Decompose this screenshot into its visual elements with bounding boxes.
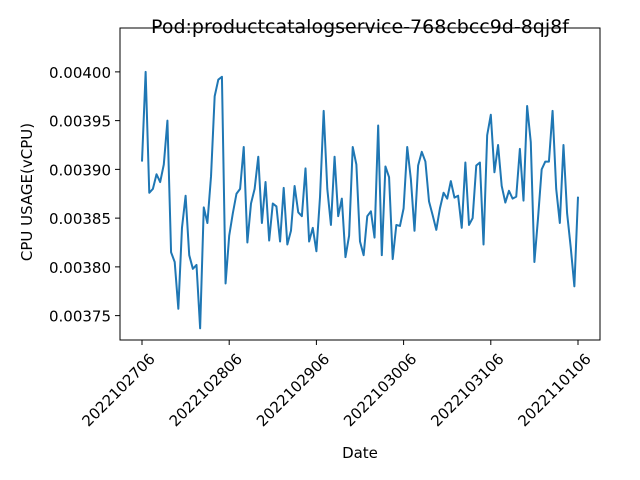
x-axis-ticks: 2022102706 2022102806 2022102906 2022103006…: [79, 340, 595, 430]
x-tick-label: 2022102806: [166, 350, 246, 430]
y-axis-ticks: 0.00375 0.00380 0.00385 0.00390 0.00395 0.004…: [49, 64, 120, 326]
x-tick-label: 2022110106: [515, 350, 595, 430]
x-axis-label: Date: [342, 444, 378, 462]
y-tick-label: 0.00375: [49, 308, 111, 326]
y-tick-label: 0.00390: [49, 161, 111, 179]
x-tick-label: 2022102706: [79, 350, 159, 430]
y-tick-label: 0.00380: [49, 259, 111, 277]
y-tick-label: 0.00395: [49, 113, 111, 131]
plot-area-frame: [119, 27, 601, 341]
chart-title: Pod:productcatalogservice-768cbcc9d-8qj8…: [151, 16, 570, 38]
y-axis-label: CPU USAGE(vCPU): [18, 123, 36, 261]
x-tick-label: 2022102906: [253, 350, 333, 430]
y-tick-label: 0.00385: [49, 210, 111, 228]
series-line: [141, 70, 579, 330]
x-tick-label: 2022103106: [427, 350, 507, 430]
x-tick-label: 2022103006: [340, 350, 420, 430]
y-tick-label: 0.00400: [49, 64, 111, 82]
